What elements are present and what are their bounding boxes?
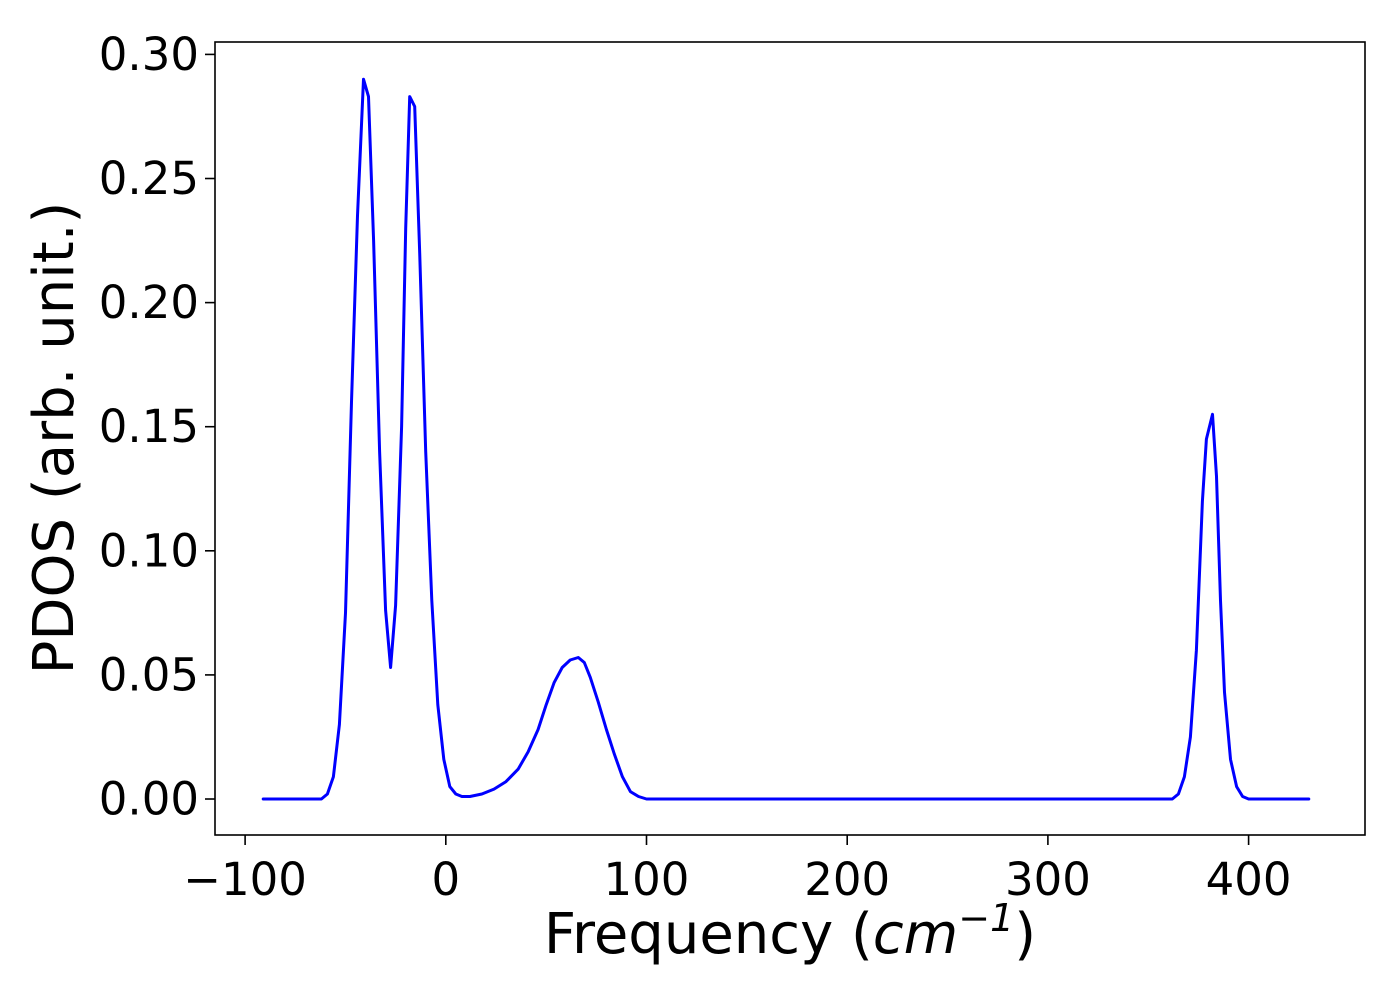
x-tick-label: 300 — [1005, 853, 1091, 906]
x-tick-label: 400 — [1206, 853, 1292, 906]
plot-frame — [214, 41, 1366, 836]
x-axis-label-suffix: ) — [1014, 902, 1036, 967]
y-tick-label: 0.25 — [99, 152, 199, 205]
x-axis-label-prefix: Frequency ( — [544, 902, 873, 967]
y-tick-label: 0.05 — [99, 648, 199, 701]
y-axis-label: PDOS (arb. unit.) — [22, 202, 87, 675]
y-ticks: 0.00 0.05 0.10 0.15 0.20 0.25 0.30 — [99, 28, 215, 826]
y-tick-label: 0.30 — [99, 28, 199, 81]
x-tick-label: 200 — [804, 853, 890, 906]
pdos-series-line — [261, 77, 1311, 801]
x-tick-label: 0 — [431, 853, 460, 906]
x-axis-label-exponent: −1 — [958, 896, 1014, 940]
x-tick-label: −100 — [183, 853, 307, 906]
y-tick-label: 0.10 — [99, 524, 199, 577]
x-ticks: −100 0 100 200 300 400 — [183, 835, 1292, 906]
y-tick-label: 0.20 — [99, 276, 199, 329]
x-axis-label-unit: cm — [873, 902, 958, 967]
x-tick-label: 100 — [604, 853, 690, 906]
y-tick-label: 0.00 — [99, 773, 199, 826]
y-tick-label: 0.15 — [99, 400, 199, 453]
x-axis-label: Frequency (cm−1) — [544, 896, 1036, 967]
